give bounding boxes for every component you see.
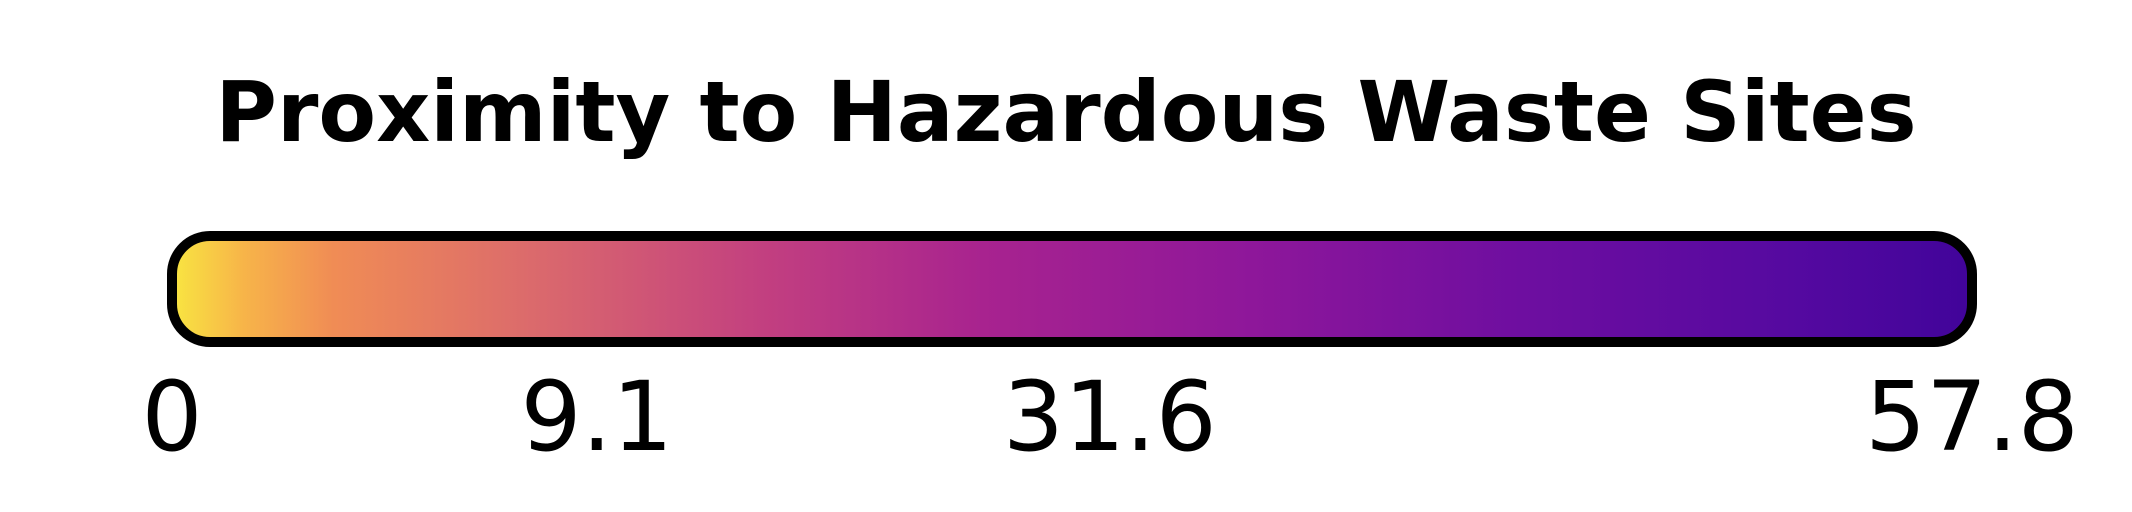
tick-label-2: 31.6	[1003, 361, 1217, 473]
tick-label-3: 57.8	[1865, 361, 2079, 473]
tick-labels: 0 9.1 31.6 57.8	[141, 361, 2078, 473]
legend-title: Proximity to Hazardous Waste Sites	[215, 63, 1917, 161]
colorbar-bar	[167, 231, 1977, 347]
tick-label-1: 9.1	[520, 361, 673, 473]
tick-label-0: 0	[141, 361, 202, 473]
